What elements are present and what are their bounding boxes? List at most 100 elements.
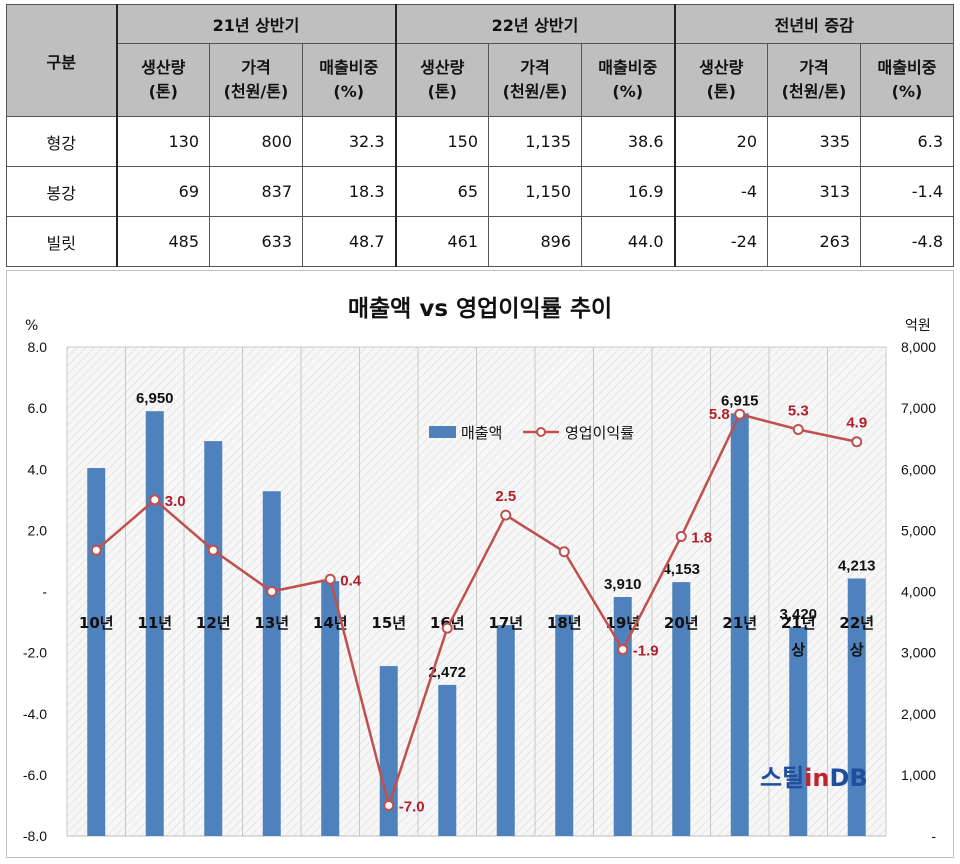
left-tick-label: -4.0 bbox=[23, 706, 47, 722]
left-tick-label: -6.0 bbox=[23, 767, 47, 783]
right-tick-label: 7,000 bbox=[901, 400, 936, 416]
margin-point bbox=[90, 544, 102, 556]
table-cell: 18.3 bbox=[302, 166, 396, 217]
margin-line bbox=[95, 412, 858, 810]
svg-text:스틸inDB: 스틸inDB bbox=[760, 764, 868, 792]
right-tick-label: 2,000 bbox=[901, 706, 936, 722]
production-table: 구분 21년 상반기 22년 상반기 전년비 증감 생산량 (톤) 가격 (천원/톤)… bbox=[6, 4, 954, 267]
margin-value-label: 1.8 bbox=[691, 529, 712, 546]
table-cell: 335 bbox=[767, 116, 861, 167]
bar-sales bbox=[438, 684, 457, 836]
sub-header: 매출비중 (%) bbox=[581, 43, 675, 117]
table-cell: 800 bbox=[209, 116, 303, 167]
sub-header: 매출비중 (%) bbox=[860, 43, 954, 117]
right-tick-label: 3,000 bbox=[901, 645, 936, 661]
y-axis-ticks: 8.0 6.0 4.0 2.0 - -2.0 -4.0 -6.0 -8.0 8,000 7,000 6… bbox=[23, 339, 936, 844]
table-cell: 16.9 bbox=[581, 166, 675, 217]
right-tick-label: 5,000 bbox=[901, 522, 936, 538]
margin-point bbox=[500, 509, 512, 521]
bar-sales bbox=[672, 582, 691, 836]
margin-value-label: 0.4 bbox=[340, 572, 362, 589]
bar-value-label: 3,910 bbox=[604, 576, 642, 593]
margin-point bbox=[441, 622, 453, 634]
margin-value-label: 2.5 bbox=[495, 488, 516, 505]
row-label: 빌릿 bbox=[6, 216, 117, 267]
margin-point bbox=[383, 799, 395, 811]
margin-value-label: 4.9 bbox=[846, 415, 867, 432]
table-cell: 44.0 bbox=[581, 216, 675, 267]
left-tick-label: 8.0 bbox=[28, 339, 48, 355]
x-tick-label: 22년 bbox=[839, 614, 874, 632]
x-tick-label: 21년 bbox=[781, 614, 816, 632]
table-cell: 38.6 bbox=[581, 116, 675, 167]
left-tick-label: - bbox=[42, 584, 47, 600]
margin-point bbox=[266, 586, 278, 597]
legend-marker-margin bbox=[536, 427, 546, 437]
table-row: 봉강 69 837 18.3 65 1,150 16.9 -4 313 -1.4 bbox=[6, 166, 954, 217]
bar-sales bbox=[204, 441, 223, 836]
table-row: 빌릿 485 633 48.7 461 896 44.0 -24 263 -4.8 bbox=[6, 216, 954, 267]
row-label: 봉강 bbox=[6, 166, 117, 217]
sub-header: 가격 (천원/톤) bbox=[767, 43, 861, 117]
table-cell: -24 bbox=[673, 216, 768, 267]
legend: 매출액 영업이익률 bbox=[429, 424, 634, 442]
margin-point bbox=[792, 424, 804, 436]
table-cell: 1,150 bbox=[488, 166, 582, 217]
sub-header: 생산량 (톤) bbox=[115, 43, 210, 117]
legend-label-margin: 영업이익률 bbox=[565, 424, 634, 442]
table-cell: 485 bbox=[115, 216, 210, 267]
right-tick-label: 6,000 bbox=[901, 461, 936, 477]
grid-lines bbox=[66, 346, 887, 837]
table-cell: 461 bbox=[394, 216, 489, 267]
x-tick-label: 17년 bbox=[488, 614, 523, 632]
sub-header: 매출비중 (%) bbox=[302, 43, 396, 117]
bar-sales bbox=[496, 625, 515, 836]
sub-header: 생산량 (톤) bbox=[673, 43, 768, 117]
margin-value-label: -1.9 bbox=[633, 643, 659, 660]
right-tick-label: 4,000 bbox=[901, 584, 936, 600]
x-tick-label: 20년 bbox=[664, 614, 699, 632]
bar-sales bbox=[847, 578, 866, 836]
margin-value-label: -7.0 bbox=[399, 798, 425, 815]
right-tick-label: 8,000 bbox=[901, 339, 936, 355]
margin-point bbox=[851, 436, 863, 448]
table-cell: 896 bbox=[488, 216, 582, 267]
margin-point bbox=[558, 546, 570, 558]
x-tick-label: 19년 bbox=[605, 614, 640, 632]
x-tick-label: 11년 bbox=[137, 614, 172, 632]
right-axis-unit: 억원 bbox=[905, 318, 931, 334]
table-cell: 48.7 bbox=[302, 216, 396, 267]
margin-point bbox=[734, 408, 746, 420]
bar-sales bbox=[730, 413, 749, 836]
margin-point bbox=[675, 530, 687, 542]
bar-value-label: 6,915 bbox=[721, 392, 759, 409]
bar-sales bbox=[789, 626, 808, 836]
x-axis-labels: 10년11년12년13년14년15년16년17년18년19년20년21년21년상… bbox=[79, 614, 874, 659]
category-header: 구분 bbox=[6, 4, 117, 117]
table-cell: -4.8 bbox=[860, 216, 954, 267]
group-header-yoy: 전년비 증감 bbox=[673, 4, 954, 44]
bar-sales bbox=[555, 614, 574, 836]
table-cell: 150 bbox=[394, 116, 489, 167]
left-tick-label: 4.0 bbox=[28, 461, 48, 477]
legend-swatch-sales bbox=[429, 426, 456, 438]
left-tick-label: -2.0 bbox=[23, 645, 47, 661]
bar-sales bbox=[613, 597, 632, 836]
margin-value-label: 3.0 bbox=[165, 493, 186, 510]
margin-value-label: 5.8 bbox=[709, 406, 730, 423]
left-tick-label: -8.0 bbox=[23, 828, 47, 844]
x-tick-label: 15년 bbox=[371, 614, 406, 632]
left-tick-label: 2.0 bbox=[28, 522, 48, 538]
margin-value-label: 5.3 bbox=[788, 403, 809, 420]
table-cell: 6.3 bbox=[860, 116, 954, 167]
line-series: 3.0 0.4 -7.0 2.5 -1.9 1.8 5.8 5.3 4.9 bbox=[90, 403, 867, 815]
legend-label-sales: 매출액 bbox=[461, 424, 502, 442]
table-cell: 263 bbox=[767, 216, 861, 267]
bar-value-label: 4,153 bbox=[662, 561, 700, 578]
x-tick-label: 상 bbox=[850, 641, 864, 659]
x-tick-label: 14년 bbox=[313, 614, 348, 632]
bar-series: 6,950 2,472 3,910 4,153 6,915 3,420 4,213 bbox=[87, 390, 876, 836]
bar-sales bbox=[321, 581, 340, 836]
sub-header: 생산량 (톤) bbox=[394, 43, 489, 117]
